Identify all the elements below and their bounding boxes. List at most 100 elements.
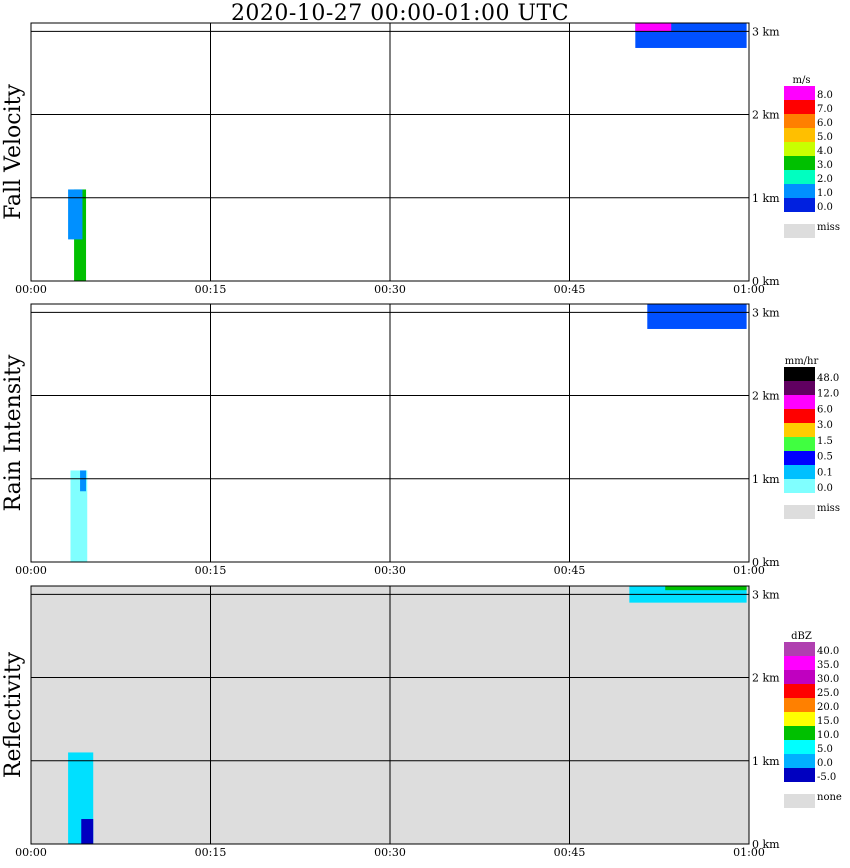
colorbar-swatch [784, 409, 815, 423]
plot-frame [30, 585, 750, 845]
time-tick-label: 00:15 [195, 846, 227, 859]
data-cell [68, 189, 83, 240]
colorbar-swatch [784, 698, 815, 712]
colorbar-label: 0.5 [817, 452, 833, 463]
colorbar-label: 12.0 [817, 389, 839, 400]
plot-frame [30, 303, 750, 563]
panel-fall-velocity: 00:00 00:15 00:30 00:45 01:000 km 1 km 2 km 3 k… [1, 22, 840, 296]
colorbar-swatch [784, 423, 815, 437]
colorbar-swatch [784, 395, 815, 409]
time-tick-label: 00:30 [374, 564, 406, 577]
colorbar-missing-label: none [817, 792, 842, 803]
colorbar-swatch [784, 86, 815, 100]
colorbar-unit: mm/hr [785, 356, 819, 367]
colorbar-swatch [784, 100, 815, 114]
time-tick-label: 00:45 [554, 846, 586, 859]
colorbar-label: 3.0 [817, 420, 833, 431]
height-tick-label: 2 km [752, 109, 780, 122]
colorbar-label: 1.5 [817, 436, 833, 447]
colorbar-swatch [784, 128, 815, 142]
height-tick-label: 1 km [752, 755, 780, 768]
height-tick-label: 0 km [752, 275, 780, 288]
colorbar-swatch [784, 684, 815, 698]
time-tick-label: 00:45 [554, 283, 586, 296]
data-cell [647, 304, 747, 329]
time-tick-label: 01:00 [733, 846, 765, 859]
colorbar-swatch [784, 198, 815, 212]
data-cell [70, 470, 88, 562]
colorbar-label: 0.1 [817, 467, 833, 478]
colorbar-label: 10.0 [817, 730, 839, 741]
height-tick-label: 1 km [752, 192, 780, 205]
colorbar-swatch [784, 740, 815, 754]
colorbar-swatch [784, 451, 815, 465]
height-tick-label: 0 km [752, 556, 780, 569]
data-layer [68, 23, 747, 281]
colorbar-swatch [784, 656, 815, 670]
colorbar-swatch [784, 367, 815, 381]
colorbar-label: 5.0 [817, 744, 833, 755]
colorbar-label: 15.0 [817, 716, 839, 727]
height-tick-label: 2 km [752, 672, 780, 685]
time-tick-label: 00:00 [15, 564, 47, 577]
time-tick-label: 00:00 [15, 283, 47, 296]
colorbar-label: 5.0 [817, 132, 833, 143]
colorbar-missing-swatch [784, 505, 815, 519]
colorbar-swatch [784, 642, 815, 656]
colorbar-label: 0.0 [817, 483, 833, 494]
colorbar-swatch [784, 670, 815, 684]
time-tick-label: 00:00 [15, 846, 47, 859]
height-tick-label: 1 km [752, 473, 780, 486]
colorbar-label: 7.0 [817, 104, 833, 115]
colorbar-label: 25.0 [817, 688, 839, 699]
colorbar-unit: dBZ [791, 631, 812, 642]
time-tick-label: 01:00 [733, 283, 765, 296]
time-tick-label: 00:30 [374, 846, 406, 859]
colorbar-label: 3.0 [817, 160, 833, 171]
data-cell [665, 586, 747, 591]
y-axis-label: Rain Intensity [1, 354, 26, 511]
time-tick-label: 01:00 [733, 564, 765, 577]
colorbar-label: 6.0 [817, 118, 833, 129]
data-layer [70, 304, 747, 562]
colorbar-swatch [784, 156, 815, 170]
data-cell [81, 819, 94, 844]
colorbar-label: -5.0 [817, 772, 836, 783]
colorbar-label: 48.0 [817, 373, 839, 384]
y-axis-label: Reflectivity [1, 651, 26, 778]
colorbar-missing-swatch [784, 794, 815, 808]
colorbar-label: 2.0 [817, 174, 833, 185]
chart-title: 2020-10-27 00:00-01:00 UTC [230, 1, 570, 26]
colorbar-swatch [784, 170, 815, 184]
colorbar-label: 6.0 [817, 404, 833, 415]
colorbar-unit: m/s [793, 75, 811, 86]
colorbar-label: 1.0 [817, 188, 833, 199]
plot-frame [30, 22, 750, 282]
colorbar-missing-label: miss [817, 503, 840, 514]
height-tick-label: 2 km [752, 390, 780, 403]
colorbar-label: 8.0 [817, 90, 833, 101]
colorbar-label: 0.0 [817, 758, 833, 769]
colorbar-swatch [784, 479, 815, 493]
colorbar-missing-swatch [784, 224, 815, 238]
colorbar-swatch [784, 465, 815, 479]
colorbar-swatch [784, 381, 815, 395]
panel-reflectivity: 00:00 00:15 00:30 00:45 01:000 km 1 km 2 km 3 k… [1, 585, 842, 859]
data-cell [635, 23, 672, 32]
panel-rain-intensity: 00:00 00:15 00:30 00:45 01:000 km 1 km 2 km 3 k… [1, 303, 840, 577]
y-axis-label: Fall Velocity [1, 84, 26, 220]
time-tick-label: 00:30 [374, 283, 406, 296]
colorbar-swatch [784, 437, 815, 451]
colorbar-label: 40.0 [817, 646, 839, 657]
time-tick-label: 00:45 [554, 564, 586, 577]
colorbar-label: 20.0 [817, 702, 839, 713]
data-cell [80, 470, 87, 492]
colorbar-swatch [784, 768, 815, 782]
height-tick-label: 3 km [752, 306, 780, 319]
colorbar-swatch [784, 184, 815, 198]
colorbar-missing-label: miss [817, 222, 840, 233]
colorbar-swatch [784, 712, 815, 726]
height-tick-label: 3 km [752, 25, 780, 38]
time-tick-label: 00:15 [195, 564, 227, 577]
height-tick-label: 0 km [752, 838, 780, 851]
